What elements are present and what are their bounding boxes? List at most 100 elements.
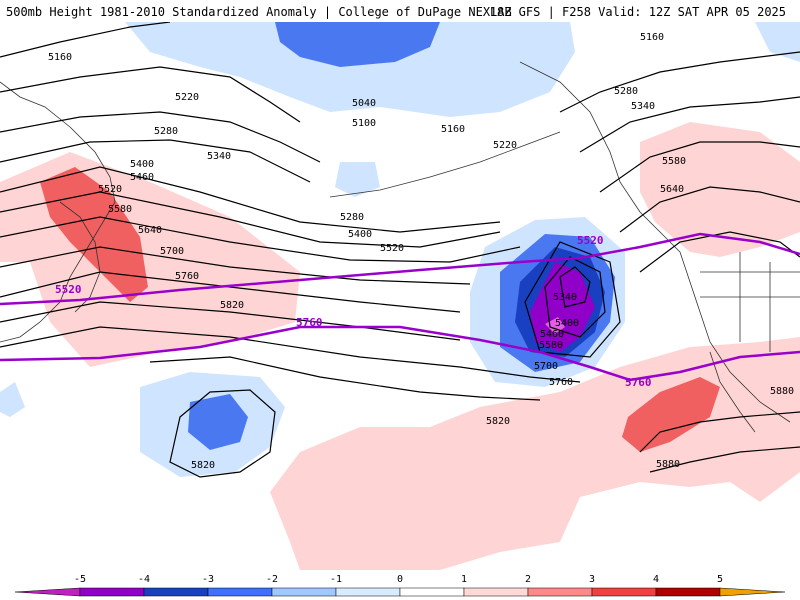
contour-5580 <box>0 246 471 285</box>
contour-label: 5640 <box>660 184 684 195</box>
contour-label: 5460 <box>540 329 564 340</box>
negative-anomaly-north <box>125 22 575 117</box>
contour-ridge-east-e <box>639 231 800 273</box>
contour-label: 5460 <box>130 172 154 183</box>
contour-5760 <box>0 326 581 383</box>
contour-label: 5160 <box>441 124 465 135</box>
contour-5340 <box>0 139 311 183</box>
alaska-coastline <box>519 61 681 253</box>
legend-color-swatch <box>463 587 529 597</box>
anomaly-legend: -5 -4 -3 -2 -1 0 1 2 3 4 5 <box>14 574 786 597</box>
positive-anomaly-south-core <box>622 377 720 452</box>
contour-label: 5580 <box>108 204 132 215</box>
contour-label: 5520 <box>380 243 404 254</box>
legend-color-swatch <box>14 587 81 597</box>
legend-color-swatch <box>655 587 721 597</box>
legend-tick-label: -5 <box>74 574 86 585</box>
legend-color-swatch <box>719 587 786 597</box>
legend-color-swatch <box>207 587 273 597</box>
na-west-coast <box>679 251 791 423</box>
contour-label: 5220 <box>493 140 517 151</box>
legend-tick-label: -2 <box>266 574 278 585</box>
contour-5520 <box>0 216 521 263</box>
contour-5880-east <box>639 411 800 453</box>
contour-label: 5760 <box>549 377 573 388</box>
contour-label: 5820 <box>191 460 215 471</box>
negative-anomaly-north-core <box>275 22 440 67</box>
model-run-info: 18Z GFS | F258 Valid: 12Z SAT APR 05 202… <box>489 5 786 19</box>
contour-label: 5160 <box>640 32 664 43</box>
anomaly-map: 5160 5160 5220 5220 5280 5280 5280 5340 … <box>0 22 800 570</box>
contour-ridge-east <box>559 51 800 113</box>
reference-contour-label: 5760 <box>296 316 323 329</box>
legend-tick-label: -3 <box>202 574 214 585</box>
contour-label: 5580 <box>539 340 563 351</box>
reference-contour-label: 5520 <box>577 234 604 247</box>
legend-color-swatch <box>527 587 593 597</box>
contour-label: 5700 <box>160 246 184 257</box>
legend-color-swatch <box>271 587 337 597</box>
baja-outline <box>709 351 756 433</box>
positive-anomaly-northeast <box>640 122 800 257</box>
reference-contour-label: 5760 <box>625 376 652 389</box>
contour-low-ring-2 <box>544 256 606 338</box>
legend-color-swatch <box>335 587 401 597</box>
contour-label: 5160 <box>48 52 72 63</box>
contour-low-ring-1 <box>559 266 591 308</box>
height-contours <box>0 22 800 478</box>
asia-coastline <box>0 81 116 343</box>
contour-label: 5760 <box>175 271 199 282</box>
contour-5820 <box>149 356 541 401</box>
legend-tick-label: 5 <box>717 574 723 585</box>
contour-5400 <box>0 166 501 233</box>
contour-label: 5280 <box>154 126 178 137</box>
cutoff-low-core <box>530 262 595 352</box>
contour-label: 5520 <box>98 184 122 195</box>
contour-label: 5280 <box>614 86 638 97</box>
legend-color-swatch <box>399 587 465 597</box>
map-title: 500mb Height 1981-2010 Standardized Anom… <box>6 5 512 19</box>
negative-anomaly-south-core <box>188 394 248 450</box>
state-borders <box>700 252 800 352</box>
contour-5880-east-b <box>649 446 800 473</box>
legend-tick-label: 0 <box>397 574 403 585</box>
contour-5220 <box>0 66 301 123</box>
legend-color-swatch <box>143 587 209 597</box>
contour-5700 <box>0 301 461 341</box>
contour-label: 5820 <box>220 300 244 311</box>
legend-color-swatch <box>591 587 657 597</box>
contour-label: 5340 <box>207 151 231 162</box>
contour-label: 5040 <box>352 98 376 109</box>
contour-5280 <box>0 111 321 163</box>
negative-anomaly-small-b <box>755 22 800 62</box>
contour-ridge-east-b <box>579 96 800 153</box>
contour-south-loop <box>169 389 276 478</box>
contour-label: 5220 <box>175 92 199 103</box>
contour-label: 5580 <box>662 156 686 167</box>
reference-contours <box>0 232 800 382</box>
anomaly-shading <box>0 22 800 570</box>
contour-label: 5880 <box>770 386 794 397</box>
legend-tick-label: 1 <box>461 574 467 585</box>
contour-label: 5340 <box>631 101 655 112</box>
contour-label: 5400 <box>555 318 579 329</box>
contour-5460 <box>0 191 501 248</box>
contour-5160 <box>0 22 171 58</box>
contour-label: 5400 <box>348 229 372 240</box>
legend-tick-label: 2 <box>525 574 531 585</box>
legend-tick-label: 4 <box>653 574 659 585</box>
legend-tick-label: 3 <box>589 574 595 585</box>
positive-anomaly-west-core <box>40 167 148 302</box>
contour-label: 5880 <box>656 459 680 470</box>
contour-label: 5820 <box>486 416 510 427</box>
negative-anomaly-small-c <box>0 382 25 417</box>
contour-ridge-east-d <box>619 186 800 233</box>
contour-label: 5700 <box>534 361 558 372</box>
legend-color-swatch <box>79 587 145 597</box>
reference-contour-label: 5520 <box>55 283 82 296</box>
contour-label: 5340 <box>553 292 577 303</box>
contour-label: 5400 <box>130 159 154 170</box>
contour-label: 5280 <box>340 212 364 223</box>
legend-tick-label: -4 <box>138 574 150 585</box>
